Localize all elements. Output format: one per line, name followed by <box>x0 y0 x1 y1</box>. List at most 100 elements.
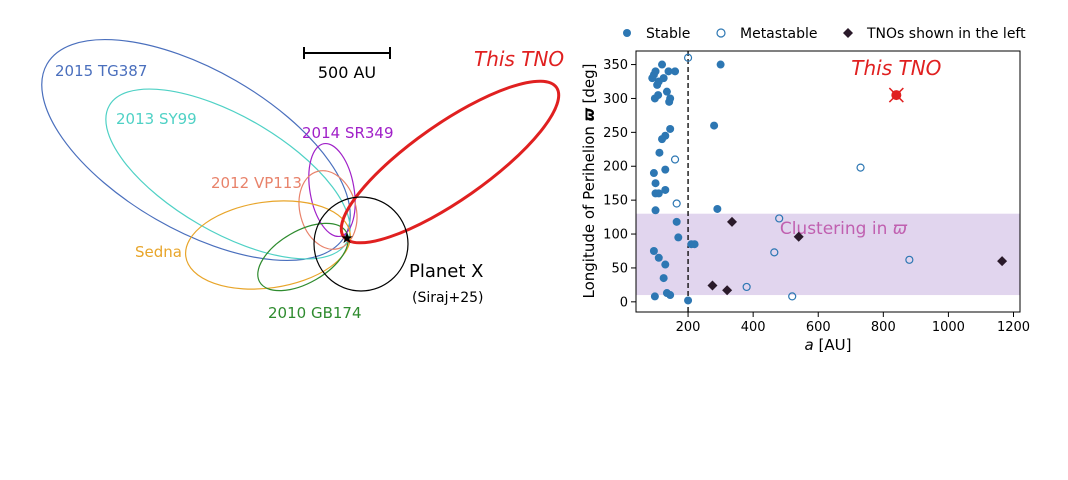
x-tick-label: 200 <box>676 320 701 335</box>
metastable-point <box>788 292 797 301</box>
stable-point <box>654 253 663 262</box>
stable-point <box>651 179 660 188</box>
label-2014-sr349: 2014 SR349 <box>302 124 394 142</box>
stable-point <box>674 233 683 242</box>
label-planet-x: Planet X <box>409 261 483 282</box>
metastable-point <box>670 155 680 164</box>
y-axis-title-text: Longitude of Perihelion <box>580 121 598 298</box>
x-tick-label: 600 <box>806 320 831 335</box>
y-axis-title-unit: [deg] <box>580 64 598 109</box>
stable-point <box>661 165 670 174</box>
stable-point <box>654 189 663 198</box>
stable-point <box>651 67 660 76</box>
legend-stable-label: Stable <box>646 26 690 42</box>
orbit-2012-vp113 <box>298 170 358 250</box>
x-axis-title: a [AU] <box>805 336 852 354</box>
y-tick-label: 0 <box>620 295 628 310</box>
stable-point <box>666 291 675 300</box>
clustering-label: Clustering in ϖ <box>780 219 908 239</box>
label-2012-vp113: 2012 VP113 <box>211 174 302 192</box>
legend-tnos-label: TNOs shown in the left <box>866 26 1026 42</box>
y-tick-label: 200 <box>603 160 628 175</box>
stable-point <box>690 240 699 249</box>
stable-point <box>710 121 719 130</box>
stable-point <box>665 97 674 106</box>
sun-icon: ★ <box>340 229 353 247</box>
y-tick-label: 300 <box>603 92 628 107</box>
orbit-this-tno <box>339 79 561 245</box>
y-tick-label: 250 <box>603 126 628 141</box>
metastable-point <box>775 214 784 223</box>
stable-point <box>664 67 673 76</box>
label-2013-sy99: 2013 SY99 <box>116 110 197 128</box>
stable-point <box>651 206 660 215</box>
orbit-sedna <box>184 200 352 290</box>
stable-point <box>654 91 663 100</box>
clustering-band <box>636 213 1020 296</box>
stable-point <box>655 148 664 157</box>
y-axis-ticks: 0 50 100 150 200 250 300 350 <box>603 58 636 310</box>
plot-frame <box>635 50 1021 313</box>
stable-point <box>672 217 681 226</box>
y-axis-title: Longitude of Perihelion ϖ [deg] <box>580 64 598 299</box>
metastable-point <box>683 53 693 62</box>
scale-bar: 500 AU <box>303 47 391 82</box>
label-2015-tg387: 2015 TG387 <box>55 62 147 80</box>
stable-point <box>650 292 659 301</box>
stable-point <box>671 67 680 76</box>
stable-point <box>661 260 670 269</box>
label-this-tno: This TNO <box>474 47 564 71</box>
metastable-point <box>856 163 865 172</box>
orbit-2014-sr349 <box>308 142 356 238</box>
y-tick-label: 150 <box>603 194 628 209</box>
data-points <box>648 53 1008 305</box>
legend-diamond-marker <box>843 28 853 38</box>
tno-diamond-point <box>997 256 1008 267</box>
clustering-label-symbol: ϖ <box>893 219 908 239</box>
y-tick-label: 350 <box>603 58 628 73</box>
legend-stable-marker <box>623 29 631 37</box>
x-tick-label: 400 <box>741 320 766 335</box>
stable-point <box>666 124 675 133</box>
label-sedna: Sedna <box>135 243 182 261</box>
stable-point <box>659 74 668 83</box>
stable-point <box>658 60 667 69</box>
legend-metastable-label: Metastable <box>740 26 818 42</box>
x-tick-label: 800 <box>871 320 896 335</box>
label-2010-gb174: 2010 GB174 <box>268 304 362 322</box>
x-axis-title-var: a <box>805 336 814 354</box>
legend-metastable-marker <box>716 28 726 38</box>
stable-point <box>659 274 668 283</box>
stable-point <box>658 135 667 144</box>
clustering-label-text: Clustering in <box>780 219 893 239</box>
scale-bar-label: 500 AU <box>318 63 376 82</box>
stable-point <box>716 60 725 69</box>
orbit-2010-gb174 <box>257 222 349 292</box>
x-axis-title-unit: [AU] <box>814 336 852 354</box>
stable-point <box>661 185 670 194</box>
stable-point <box>684 296 693 305</box>
scatter-chart: Stable Metastable TNOs shown in the left… <box>580 26 1030 354</box>
orbit-diagram: 500 AU ★ 2015 TG387 2013 SY99 2014 SR349… <box>41 38 564 322</box>
x-tick-label: 1000 <box>932 320 965 335</box>
x-tick-label: 1200 <box>997 320 1030 335</box>
orbit-2015-tg387 <box>41 38 351 262</box>
stable-point <box>662 87 671 96</box>
y-axis-title-symbol: ϖ <box>580 107 598 121</box>
tno-diamond-point <box>727 216 737 227</box>
orbit-2013-sy99 <box>105 88 351 260</box>
tno-diamond-point <box>707 280 718 291</box>
orbit-planet-x <box>313 196 409 292</box>
metastable-point <box>672 199 681 208</box>
y-tick-label: 100 <box>603 228 628 243</box>
legend: Stable Metastable TNOs shown in the left <box>623 26 1026 42</box>
x-axis-ticks: 200 400 600 800 1000 1200 <box>676 312 1030 335</box>
stable-point <box>649 246 658 255</box>
label-planet-x-ref: (Siraj+25) <box>412 290 483 306</box>
metastable-point <box>770 248 779 257</box>
stable-point <box>649 169 658 178</box>
tno-diamond-point <box>793 231 804 242</box>
stable-point <box>713 204 722 213</box>
metastable-point <box>905 255 914 264</box>
